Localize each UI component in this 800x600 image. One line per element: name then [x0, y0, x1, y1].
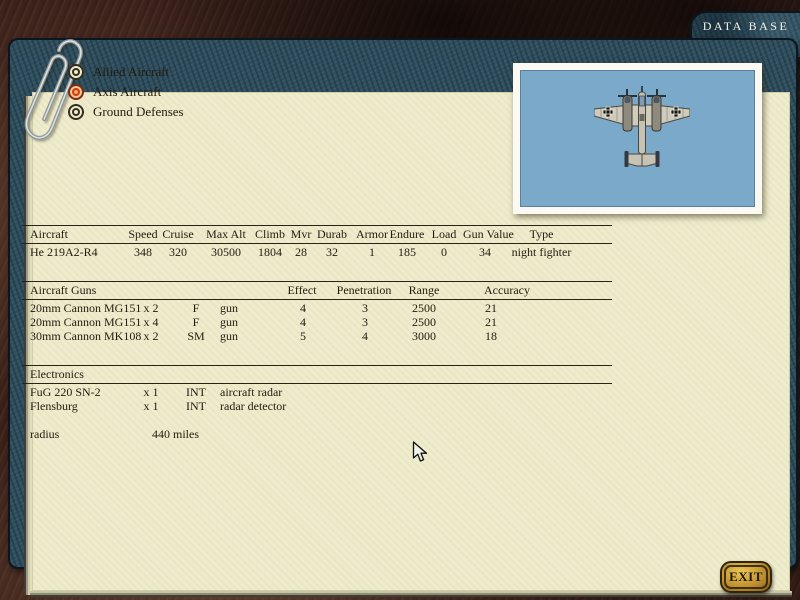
table-cell: INT [186, 385, 206, 399]
table-cell: gun [220, 301, 238, 315]
category-radio-ground-defenses[interactable]: Ground Defenses [68, 103, 184, 121]
exit-button-inner-ring: EXIT [724, 565, 768, 589]
table-cell: night fighter [511, 245, 572, 259]
aircraft-stats-table: Aircraft Speed Cruise Max Alt Climb Mvr Durab A… [22, 225, 612, 259]
table-cell: SM [187, 329, 205, 343]
table-cell: 2500 [412, 315, 436, 329]
mouse-cursor-icon [412, 441, 428, 462]
table-cell: INT [186, 399, 206, 413]
table-cell: aircraft radar [220, 385, 283, 399]
table-cell: x 4 [143, 315, 159, 329]
table-cell: 28 [295, 245, 307, 259]
table-row: FuG 220 SN-2 x 1 INT aircraft radar [22, 384, 612, 398]
table-cell: 3000 [412, 329, 436, 343]
column-header: Endure [389, 227, 425, 241]
radius-label: radius [30, 427, 60, 441]
table-cell: 1 [369, 245, 375, 259]
table-row: He 219A2-R4 348 320 30500 1804 28 32 1 185 0 34 nig… [22, 244, 612, 259]
category-radio-axis-aircraft[interactable]: Axis Aircraft [68, 83, 161, 101]
table-cell: 348 [134, 245, 152, 259]
column-header: Aircraft [30, 227, 68, 241]
exit-button-label: EXIT [729, 569, 763, 584]
radio-label: Ground Defenses [93, 104, 184, 119]
table-header-row: Aircraft Speed Cruise Max Alt Climb Mvr Durab A… [22, 225, 612, 244]
table-cell: gun [220, 329, 238, 343]
column-header: Speed [128, 227, 158, 241]
table-header-row: Aircraft Guns Effect Penetration Range Accur… [22, 281, 612, 300]
table-cell: 2500 [412, 301, 436, 315]
radio-dot [72, 108, 80, 116]
column-header: Electronics [30, 367, 84, 381]
column-header: Range [408, 283, 440, 297]
table-row: 30mm Cannon MK108 x 2 SM gun 5 4 3000 18 [22, 328, 612, 342]
table-cell: radar detector [220, 399, 287, 413]
table-cell: 320 [169, 245, 187, 259]
radio-dot [72, 88, 80, 96]
table-row: Flensburg x 1 INT radar detector [22, 398, 612, 412]
table-cell: x 2 [143, 301, 159, 315]
electronics-table: Electronics FuG 220 SN-2 x 1 INT aircraft ra… [22, 365, 612, 412]
column-header: Climb [254, 227, 285, 241]
radio-icon [68, 104, 84, 120]
aircraft-photo [513, 63, 762, 214]
table-cell: 3 [362, 301, 368, 315]
table-cell: gun [220, 315, 238, 329]
table-cell: Flensburg [30, 399, 78, 413]
paper-sheet [24, 92, 792, 597]
column-header: Aircraft Guns [30, 283, 97, 297]
table-cell: 20mm Cannon MG151 [30, 301, 142, 315]
table-cell: 21 [485, 315, 497, 329]
table-cell: 0 [441, 245, 447, 259]
radius-value: 440 miles [152, 427, 199, 441]
column-header: Max Alt [206, 227, 246, 241]
table-cell: x 1 [143, 385, 159, 399]
column-header: Penetration [336, 283, 392, 297]
table-header-row: Electronics [22, 365, 612, 384]
table-cell: 21 [485, 301, 497, 315]
table-cell: 4 [362, 329, 368, 343]
table-cell: x 2 [143, 329, 159, 343]
table-cell: 1804 [258, 245, 282, 259]
aircraft-guns-table: Aircraft Guns Effect Penetration Range Accur… [22, 281, 612, 342]
table-cell: 185 [398, 245, 416, 259]
column-header: Gun Value [463, 227, 514, 241]
table-cell: FuG 220 SN-2 [30, 385, 101, 399]
radio-icon [68, 84, 84, 100]
table-cell: 30mm Cannon MK108 [30, 329, 142, 343]
table-cell: 18 [485, 329, 497, 343]
column-header: Cruise [162, 227, 194, 241]
he219-top-view-icon [594, 86, 690, 167]
paperclip-icon [24, 39, 83, 140]
exit-button[interactable]: EXIT [720, 561, 772, 593]
column-header: Type [529, 227, 554, 241]
page-title: DATA BASE [702, 19, 790, 33]
table-cell: 34 [479, 245, 491, 259]
table-cell: F [192, 315, 200, 329]
table-cell: He 219A2-R4 [30, 245, 98, 259]
table-cell: x 1 [143, 399, 159, 413]
table-cell: 30500 [211, 245, 241, 259]
column-header: Effect [287, 283, 317, 297]
radio-label: Axis Aircraft [93, 84, 162, 99]
column-header: Mvr [290, 227, 312, 241]
category-radio-allied-aircraft[interactable]: Allied Aircraft [68, 63, 169, 81]
column-header: Durab [317, 227, 347, 241]
column-header: Accuracy [484, 283, 530, 297]
table-cell: 5 [300, 329, 306, 343]
table-cell: 3 [362, 315, 368, 329]
column-header: Armor [356, 227, 388, 241]
table-cell: 20mm Cannon MG151 [30, 315, 142, 329]
table-cell: 32 [326, 245, 338, 259]
table-cell: 4 [300, 315, 306, 329]
column-header: Load [431, 227, 457, 241]
radio-dot [72, 68, 80, 76]
table-cell: F [192, 301, 200, 315]
table-cell: 4 [300, 301, 306, 315]
aircraft-photo-background [520, 70, 755, 207]
radio-label: Allied Aircraft [93, 64, 170, 79]
radio-icon [68, 64, 84, 80]
